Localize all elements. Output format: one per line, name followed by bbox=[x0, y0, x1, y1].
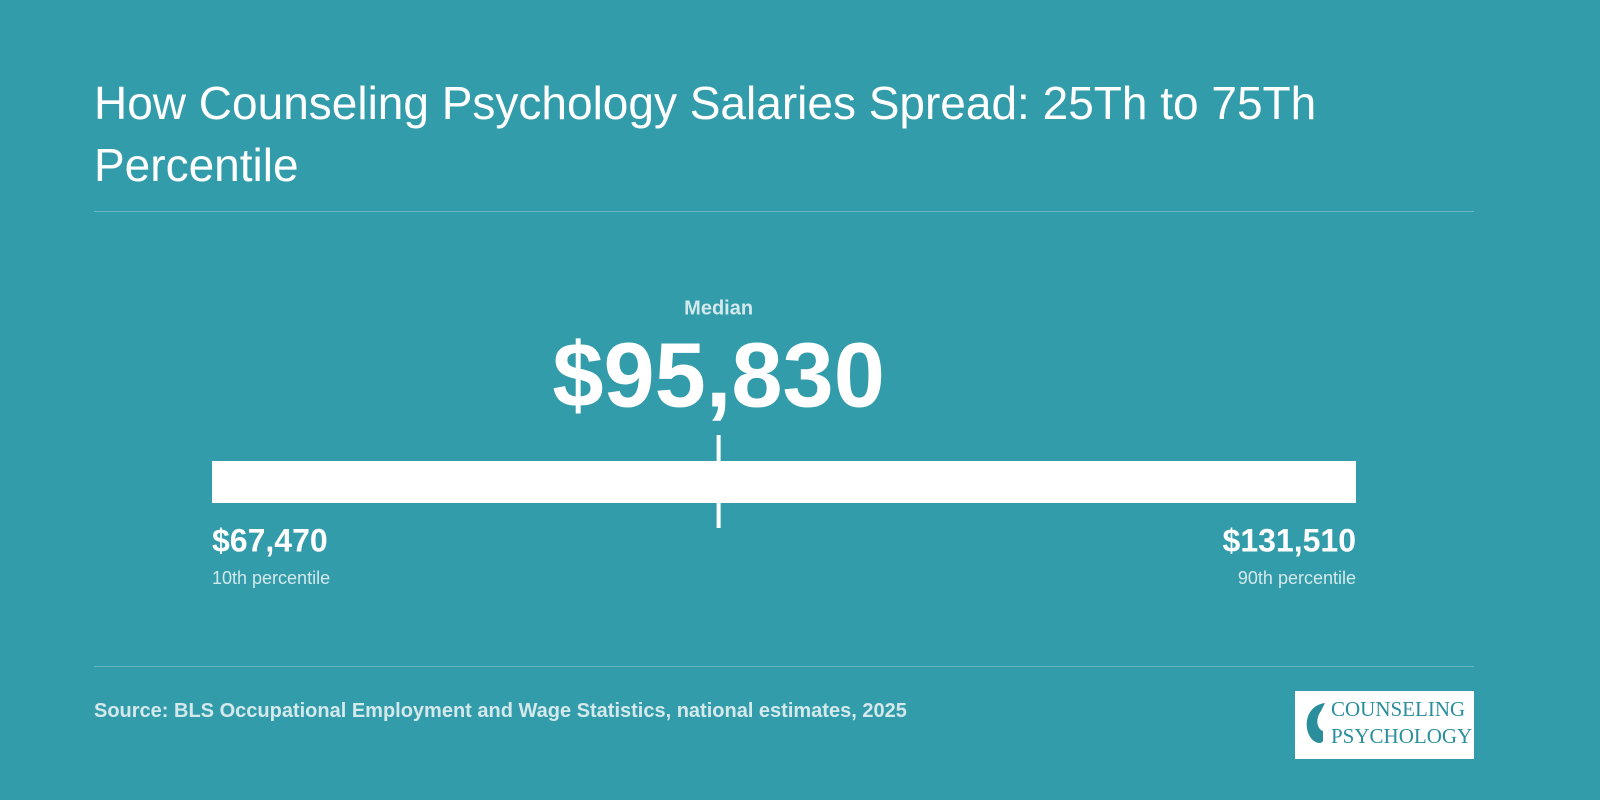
divider bbox=[94, 211, 1474, 212]
low-value: $67,470 bbox=[212, 522, 328, 558]
logo: COUNSELING PSYCHOLOGY bbox=[1295, 691, 1474, 759]
low-caption: 10th percentile bbox=[212, 568, 330, 588]
logo-graphic: COUNSELING PSYCHOLOGY bbox=[1306, 697, 1472, 748]
source-note: Source: BLS Occupational Employment and … bbox=[94, 700, 907, 722]
logo-text: PSYCHOLOGY bbox=[1331, 724, 1472, 748]
median-value: $95,830 bbox=[552, 324, 885, 426]
high-value: $131,510 bbox=[1223, 522, 1356, 558]
median-caption: Median bbox=[684, 297, 753, 319]
logo-text: COUNSELING bbox=[1331, 697, 1465, 721]
divider bbox=[94, 666, 1474, 667]
range-bar bbox=[212, 461, 1356, 503]
chart-title: How Counseling Psychology Salaries Sprea… bbox=[94, 77, 1317, 191]
logo-head bbox=[1306, 703, 1325, 743]
high-caption: 90th percentile bbox=[1238, 568, 1356, 588]
